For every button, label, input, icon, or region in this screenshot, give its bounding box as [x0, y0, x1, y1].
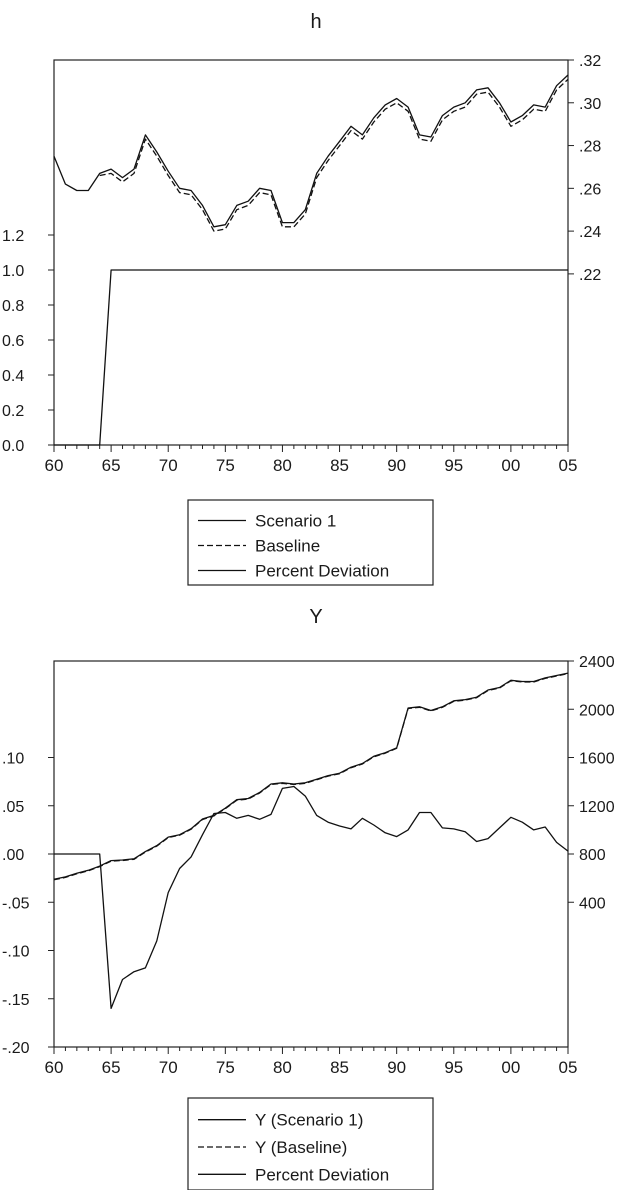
chart1-x-tick-label: 95: [444, 456, 463, 475]
chart2-title: Y: [309, 606, 322, 628]
chart2-right-tick-label: 1600: [579, 751, 615, 768]
chart1-x-tick-label: 60: [45, 456, 64, 475]
chart1-left-tick-label: 0.0: [2, 438, 24, 455]
chart1-left-tick-label: 0.6: [2, 333, 24, 350]
chart2-group: Y 60 65 70 75 80 85 90 95 00 05 -.20 -.15 -.10 -.05 .00…: [2, 606, 615, 1191]
chart2-right-tick-label: 2000: [579, 702, 615, 719]
chart2-x-tick-label: 60: [45, 1058, 64, 1077]
chart2-x-tick-label: 00: [501, 1058, 520, 1077]
chart2-left-tick-label: .00: [2, 847, 24, 864]
chart1-left-tick-label: 0.4: [2, 368, 24, 385]
chart2-x-tick-label: 80: [273, 1058, 292, 1077]
chart1-x-tick-label: 00: [501, 456, 520, 475]
chart2-left-tick-label: -.15: [2, 992, 30, 1009]
chart1-group: h 60 65 70 75 80 85 90 95 00 05 0.0 0.2 0.4 0.6 0.8 1.0 1…: [2, 11, 601, 586]
chart1-left-tick-label: 1.2: [2, 228, 24, 245]
chart1-legend-label: Percent Deviation: [255, 562, 389, 581]
chart1-x-tick-label: 80: [273, 456, 292, 475]
chart2-right-tick-label: 400: [579, 895, 606, 912]
chart1-left-tick-label: 0.8: [2, 298, 24, 315]
chart2-left-tick-label: .05: [2, 799, 24, 816]
chart2-x-tick-label: 70: [159, 1058, 178, 1077]
chart1-x-tick-label: 70: [159, 456, 178, 475]
chart2-left-tick-label: -.10: [2, 944, 30, 961]
chart1-right-tick-label: .28: [579, 139, 601, 156]
chart2-x-tick-label: 95: [444, 1058, 463, 1077]
chart2-left-tick-label: -.05: [2, 895, 30, 912]
chart2-right-tick-label: 2400: [579, 654, 615, 671]
chart2-series-2-line: [53, 672, 569, 881]
chart1-x-tick-label: 05: [559, 456, 578, 475]
chart2-series-1-line: [53, 672, 569, 880]
chart1-right-tick-label: .22: [579, 267, 601, 284]
chart1-right-tick-label: .24: [579, 224, 601, 241]
chart2-series-3-line: [54, 785, 569, 1010]
chart1-x-tick-label: 75: [216, 456, 235, 475]
chart1-left-tick-label: 0.2: [2, 403, 24, 420]
chart2-x-tick-label: 05: [559, 1058, 578, 1077]
chart1-series-2-line: [99, 78, 569, 232]
chart2-right-tick-label: 1200: [579, 799, 615, 816]
chart2-legend-label: Y (Scenario 1): [255, 1111, 363, 1130]
chart2-right-tick-label: 800: [579, 847, 606, 864]
chart1-right-tick-label: .26: [579, 181, 601, 198]
chart1-x-tick-label: 90: [387, 456, 406, 475]
chart1-x-tick-label: 85: [330, 456, 349, 475]
chart1-legend-label: Baseline: [255, 537, 320, 556]
chart1-series-1-line: [53, 74, 569, 228]
chart1-left-tick-label: 1.0: [2, 263, 24, 280]
chart2-x-tick-label: 90: [387, 1058, 406, 1077]
chart2-legend-label: Y (Baseline): [255, 1138, 347, 1157]
chart1-series-3-line: [54, 269, 568, 446]
chart2-legend-label: Percent Deviation: [255, 1165, 389, 1184]
chart2-x-tick-label: 65: [102, 1058, 121, 1077]
chart2-x-tick-label: 75: [216, 1058, 235, 1077]
chart1-x-tick-label: 65: [102, 456, 121, 475]
chart2-left-tick-label: -.20: [2, 1040, 30, 1057]
chart1-title: h: [310, 11, 321, 33]
chart1-right-tick-label: .30: [579, 96, 601, 113]
chart1-legend-label: Scenario 1: [255, 512, 336, 531]
chart1-plot-frame: [53, 59, 569, 446]
chart2-x-tick-label: 85: [330, 1058, 349, 1077]
chart2-left-tick-label: .10: [2, 751, 24, 768]
chart2-plot-frame: [53, 660, 569, 1048]
chart1-right-tick-label: .32: [579, 53, 601, 70]
